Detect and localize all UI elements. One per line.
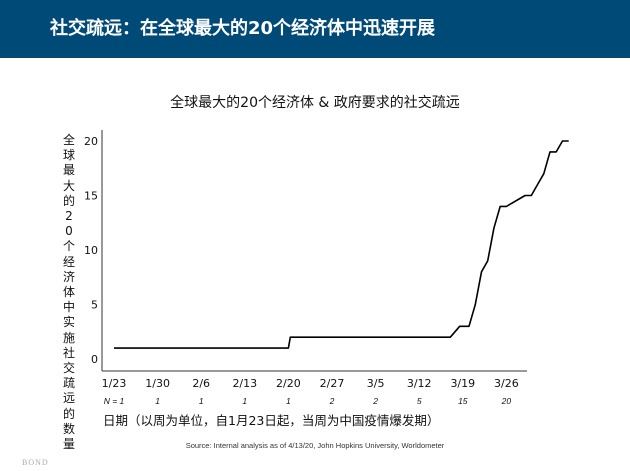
- x-tick-label: 2/27: [320, 377, 345, 390]
- x-tick-label: 1/30: [145, 377, 170, 390]
- n-count-label: 1: [199, 396, 204, 406]
- x-tick-label: 1/23: [102, 377, 127, 390]
- n-count-label: 1: [242, 396, 247, 406]
- n-count-label: 20: [501, 396, 512, 406]
- n-count-row: N = 1 1 1 1 1 2 2 5 15 20: [104, 396, 512, 406]
- x-tick-labels: 1/23 1/30 2/6 2/13 2/20 2/27 3/5 3/12 3/19 3/26: [102, 377, 519, 390]
- y-tick-label: 5: [91, 299, 98, 312]
- y-tick-labels: 0 5 10 15 20: [84, 135, 98, 366]
- x-tick-label: 2/13: [232, 377, 257, 390]
- n-count-label: N = 1: [104, 396, 125, 406]
- n-count-label: 1: [155, 396, 160, 406]
- n-count-label: 5: [417, 396, 422, 406]
- source-note: Source: Internal analysis as of 4/13/20,…: [185, 441, 445, 450]
- y-tick-label: 10: [84, 244, 98, 257]
- header-bar: 社交疏远：在全球最大的20个经济体中迅速开展: [0, 0, 630, 58]
- y-tick-label: 15: [84, 190, 98, 203]
- y-axis-label: 全球最大的20个经济体中实施社交疏远的数量: [62, 133, 75, 452]
- x-tick-label: 3/12: [407, 377, 432, 390]
- n-count-label: 2: [329, 396, 335, 406]
- n-count-label: 2: [372, 396, 378, 406]
- series-line: [114, 140, 569, 349]
- chart-title: 全球最大的20个经济体 & 政府要求的社交疏远: [170, 95, 460, 111]
- x-tick-label: 3/19: [450, 377, 475, 390]
- chart-axes: [101, 130, 527, 372]
- y-tick-label: 20: [84, 135, 98, 148]
- x-tick-label: 3/26: [494, 377, 519, 390]
- x-tick-label: 2/6: [192, 377, 210, 390]
- bond-logo: BOND: [22, 458, 49, 467]
- n-count-label: 1: [286, 396, 291, 406]
- y-tick-label: 0: [91, 353, 98, 366]
- n-count-label: 15: [458, 396, 468, 406]
- page-title: 社交疏远：在全球最大的20个经济体中迅速开展: [50, 18, 436, 39]
- x-axis-label: 日期（以周为单位，自1月23日起，当周为中国疫情爆发期）: [103, 413, 440, 428]
- series-group: [114, 140, 569, 349]
- x-tick-label: 2/20: [276, 377, 301, 390]
- x-tick-label: 3/5: [367, 377, 385, 390]
